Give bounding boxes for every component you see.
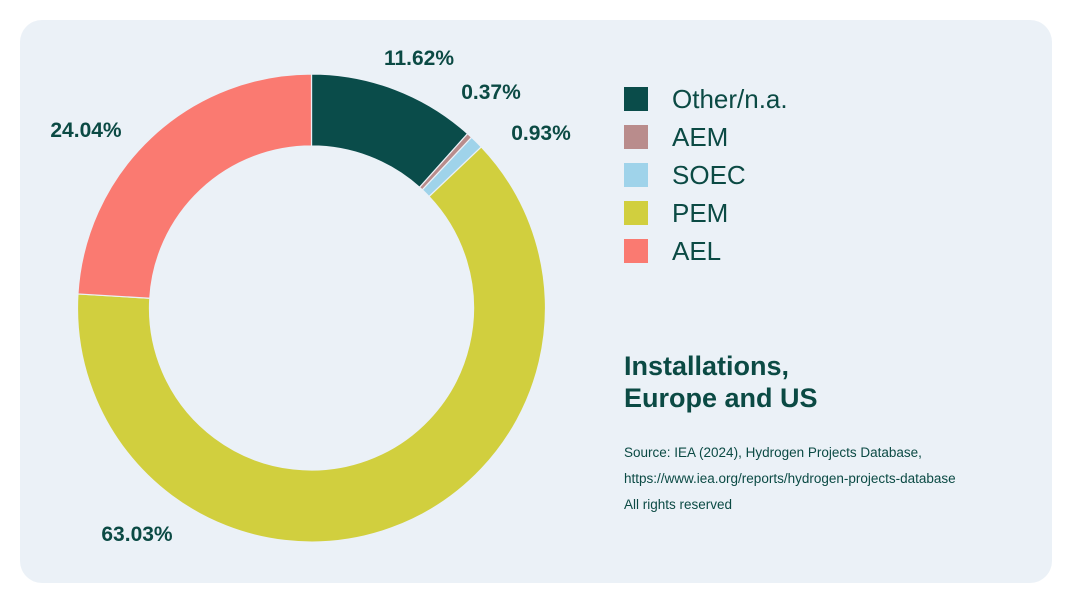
data-label-pem: 63.03% [101, 523, 173, 546]
legend-swatch-pem [624, 201, 648, 225]
chart-title-line-2: Europe and US [624, 383, 818, 413]
legend-item-aem: AEM [624, 118, 788, 156]
legend-item-ael: AEL [624, 232, 788, 270]
legend-label-ael: AEL [672, 235, 722, 266]
source-line-1: Source: IEA (2024), Hydrogen Projects Da… [624, 445, 922, 460]
legend-swatch-other [624, 87, 648, 111]
legend-item-soec: SOEC [624, 156, 788, 194]
legend-label-pem: PEM [672, 197, 729, 228]
data-label-soec: 0.93% [511, 122, 571, 145]
legend-label-other: Other/n.a. [672, 83, 788, 114]
legend-item-pem: PEM [624, 194, 788, 232]
legend: Other/n.a. AEM SOEC PEM AEL [624, 80, 788, 270]
data-label-other: 11.62% [384, 47, 454, 70]
legend-swatch-soec [624, 163, 648, 187]
legend-swatch-aem [624, 125, 648, 149]
donut-chart: 11.62% 0.37% 0.93% 63.03% 24.04% [50, 47, 571, 546]
chart-title: Installations, Europe and US [624, 350, 818, 414]
source-line-2: https://www.iea.org/reports/hydrogen-pro… [624, 471, 956, 486]
legend-label-soec: SOEC [672, 159, 746, 190]
chart-title-line-1: Installations, [624, 351, 790, 381]
source-line-3: All rights reserved [624, 497, 733, 512]
donut-slice-ael [77, 73, 313, 299]
data-label-ael: 24.04% [50, 119, 122, 142]
data-label-aem: 0.37% [461, 81, 521, 104]
legend-item-other: Other/n.a. [624, 80, 788, 118]
source-note: Source: IEA (2024), Hydrogen Projects Da… [624, 440, 956, 518]
legend-label-aem: AEM [672, 121, 729, 152]
donut-slice-pem [76, 146, 547, 543]
legend-swatch-ael [624, 239, 648, 263]
